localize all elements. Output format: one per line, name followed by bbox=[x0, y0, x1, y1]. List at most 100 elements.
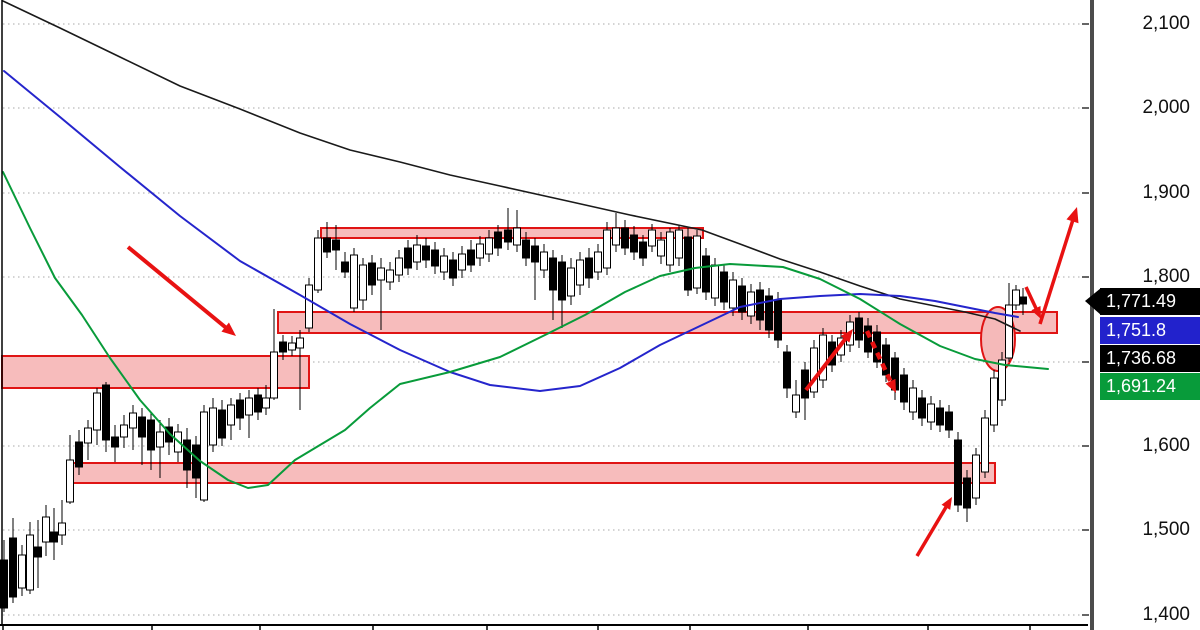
candle-down bbox=[882, 344, 890, 376]
mid-supply-zone bbox=[277, 311, 1058, 334]
ma-slow-price-tag: 1,736.68 bbox=[1100, 345, 1200, 372]
candle-down bbox=[864, 325, 872, 353]
candle-up bbox=[209, 407, 217, 446]
candle-up bbox=[666, 231, 674, 266]
candle-up bbox=[540, 251, 548, 271]
candle-down bbox=[111, 436, 119, 448]
candle-up bbox=[377, 267, 385, 281]
candle-up bbox=[156, 431, 164, 448]
candle-up bbox=[129, 412, 137, 429]
candle-down bbox=[630, 234, 638, 253]
bounce-arrow-head bbox=[941, 497, 952, 510]
candle-down bbox=[404, 247, 412, 269]
rejection-arrow bbox=[864, 330, 894, 385]
candle-down bbox=[341, 261, 349, 273]
candle-up bbox=[675, 229, 683, 259]
candle-down bbox=[0, 559, 8, 609]
candle-down bbox=[236, 399, 244, 419]
candle-down bbox=[50, 531, 58, 543]
candle-up bbox=[413, 244, 421, 263]
candle-down bbox=[738, 285, 746, 313]
candle-up bbox=[386, 269, 394, 283]
candle-up bbox=[227, 404, 235, 426]
candle-down bbox=[254, 394, 262, 413]
candle-up bbox=[1012, 289, 1020, 306]
candle-down bbox=[323, 237, 331, 253]
candle-down bbox=[783, 351, 791, 389]
candle-up bbox=[1005, 304, 1013, 359]
candle-up bbox=[711, 264, 719, 299]
candle-up bbox=[792, 394, 800, 413]
candle-up bbox=[909, 387, 917, 413]
candle-down bbox=[684, 236, 692, 291]
breakout-arrow bbox=[1038, 217, 1076, 325]
candle-up bbox=[440, 255, 448, 273]
candle-up bbox=[810, 347, 818, 393]
candle-down bbox=[218, 409, 226, 439]
candle-up bbox=[567, 267, 575, 297]
candle-down bbox=[801, 369, 809, 399]
candle-down bbox=[774, 299, 782, 341]
candle-up bbox=[576, 259, 584, 286]
candle-up bbox=[819, 334, 827, 381]
candle-up bbox=[594, 251, 602, 273]
candle-down bbox=[165, 426, 173, 443]
candle-up bbox=[200, 411, 208, 501]
candle-up bbox=[476, 243, 484, 259]
retest-rally-arrow bbox=[804, 336, 849, 392]
candle-up bbox=[58, 522, 66, 536]
candle-down bbox=[702, 255, 710, 293]
candle-up bbox=[513, 227, 521, 246]
candle-down bbox=[9, 537, 17, 598]
candle-up bbox=[729, 279, 737, 309]
candle-down bbox=[963, 477, 971, 509]
candle-down bbox=[449, 259, 457, 279]
candle-down bbox=[1019, 296, 1027, 305]
candle-up bbox=[288, 342, 296, 351]
y-axis-label: 1,900 bbox=[1142, 182, 1190, 203]
candle-up bbox=[990, 377, 998, 426]
candle-down bbox=[549, 257, 557, 291]
candle-up bbox=[296, 337, 304, 349]
candle-down bbox=[756, 289, 764, 321]
candle-down bbox=[494, 231, 502, 249]
candle-up bbox=[648, 229, 656, 247]
candle-up bbox=[603, 229, 611, 269]
y-axis-label: 1,800 bbox=[1142, 266, 1190, 287]
decline-arrow-head bbox=[221, 322, 236, 336]
candle-up bbox=[612, 227, 620, 246]
candle-down bbox=[522, 239, 530, 259]
y-axis-label: 1,500 bbox=[1142, 519, 1190, 540]
candle-down bbox=[102, 384, 110, 441]
candle-down bbox=[855, 317, 863, 341]
demand-zone-left bbox=[1, 355, 310, 389]
candle-down bbox=[183, 439, 191, 471]
candle-up bbox=[305, 284, 313, 329]
candle-down bbox=[431, 249, 439, 267]
candle-up bbox=[998, 359, 1006, 401]
ma-slow-line bbox=[2, 0, 1021, 332]
candle-up bbox=[359, 264, 367, 301]
decline-arrow bbox=[126, 245, 229, 331]
candle-up bbox=[270, 351, 278, 399]
candle-up bbox=[245, 397, 253, 416]
breakout-arrow-head bbox=[1066, 207, 1079, 224]
candle-down bbox=[639, 241, 647, 259]
candle-down bbox=[467, 249, 475, 266]
last-price-tag-pointer bbox=[1085, 288, 1101, 315]
ma-mid-line bbox=[3, 70, 1019, 392]
candle-up bbox=[120, 424, 128, 438]
candle-up bbox=[458, 253, 466, 271]
candle-down bbox=[720, 271, 728, 303]
candle-down bbox=[422, 245, 430, 261]
ma-fast-price-tag: 1,691.24 bbox=[1100, 373, 1200, 400]
bounce-arrow bbox=[915, 504, 949, 557]
candle-down bbox=[918, 397, 926, 419]
candle-up bbox=[93, 392, 101, 431]
candle-up bbox=[981, 417, 989, 473]
candle-up bbox=[485, 237, 493, 255]
candle-down bbox=[34, 546, 42, 558]
candle-down bbox=[558, 261, 566, 301]
candle-down bbox=[147, 419, 155, 451]
candle-up bbox=[972, 454, 980, 499]
